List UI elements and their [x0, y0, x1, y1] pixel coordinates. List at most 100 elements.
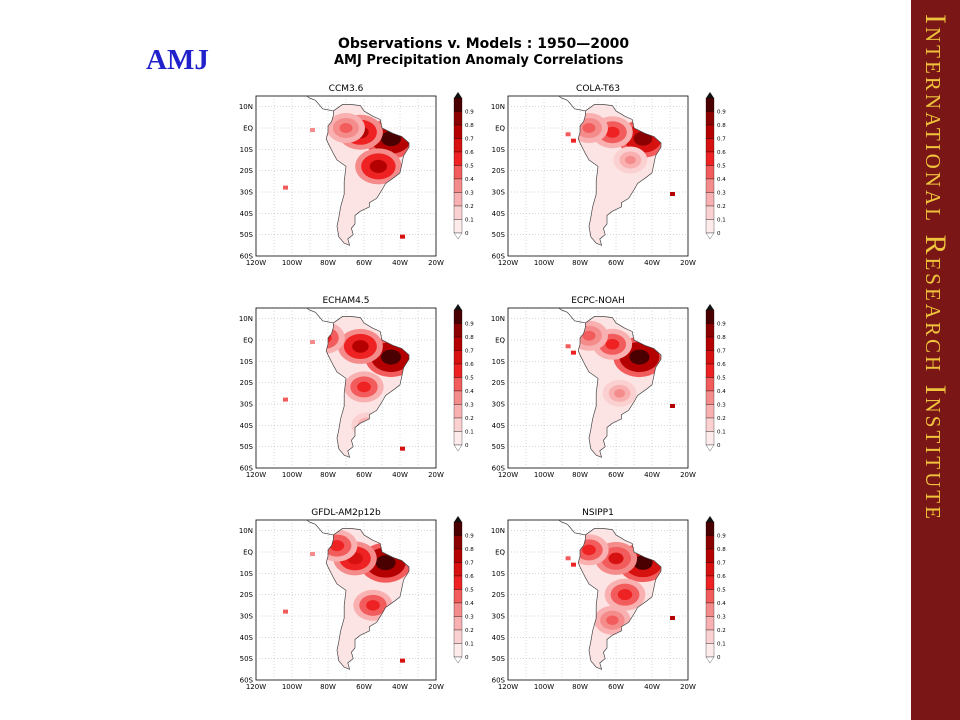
colorbar-swatch — [453, 151, 463, 166]
lat-tick-label: 50S — [240, 655, 254, 663]
coastline — [558, 307, 586, 324]
colorbar-label: 0.5 — [717, 376, 726, 382]
lat-tick-label: 40S — [240, 422, 254, 430]
colorbar-swatch — [705, 431, 715, 446]
colorbar-label: 0.9 — [465, 322, 474, 328]
colorbar-swatch — [453, 309, 463, 324]
lat-tick-label: 10S — [240, 358, 254, 366]
colorbar-swatch — [705, 535, 715, 550]
colorbar-label: 0.7 — [717, 137, 726, 143]
colorbar-swatch — [453, 323, 463, 338]
colorbar-label: 0 — [717, 655, 721, 661]
lon-tick-label: 40W — [392, 259, 408, 267]
correlation-blob — [582, 330, 596, 341]
lat-tick-label: 40S — [492, 634, 506, 642]
colorbar-label: 0.2 — [465, 416, 474, 422]
coastline — [558, 519, 586, 536]
lat-tick-label: 10N — [491, 527, 505, 535]
lon-tick-label: 60W — [608, 471, 624, 479]
colorbar-swatch — [705, 97, 715, 112]
lon-tick-label: 100W — [534, 683, 554, 691]
colorbar-label: 0.8 — [465, 123, 474, 129]
ocean-cell — [310, 128, 315, 132]
lon-tick-label: 40W — [392, 471, 408, 479]
colorbar-label: 0.3 — [717, 191, 726, 197]
lat-tick-label: 50S — [492, 231, 506, 239]
colorbar-swatch — [705, 548, 715, 563]
coastline — [325, 104, 410, 246]
colorbar-label: 0.4 — [717, 177, 726, 183]
colorbar-swatch — [453, 562, 463, 577]
coastline — [306, 307, 334, 324]
colorbar-swatch — [705, 124, 715, 139]
colorbar-swatch — [705, 165, 715, 180]
colorbar-label: 0.2 — [465, 204, 474, 210]
colorbar-label: 0.5 — [465, 164, 474, 170]
lat-tick-label: 40S — [492, 210, 506, 218]
colorbar-swatch — [705, 629, 715, 644]
colorbar-swatch — [453, 336, 463, 351]
lat-tick-label: 20S — [240, 591, 254, 599]
coastline — [577, 316, 662, 458]
colorbar-label: 0.3 — [465, 403, 474, 409]
lon-tick-label: 120W — [498, 259, 518, 267]
colorbar-swatch — [453, 178, 463, 193]
colorbar-label: 0 — [465, 231, 469, 237]
colorbar-swatch — [705, 616, 715, 631]
lat-tick-label: 40S — [240, 210, 254, 218]
lon-tick-label: 120W — [498, 471, 518, 479]
correlation-blob — [582, 544, 596, 556]
lat-tick-label: 10N — [491, 315, 505, 323]
colorbar-label: 0.5 — [465, 376, 474, 382]
ocean-cell — [283, 185, 288, 190]
correlation-blob — [381, 349, 401, 365]
colorbar-swatch — [453, 111, 463, 126]
colorbar-cap — [453, 444, 463, 452]
colorbar-label: 0.1 — [465, 642, 474, 648]
coastline — [577, 528, 662, 670]
panel-title: ECPC-NOAH — [571, 296, 625, 306]
ocean-cell — [670, 404, 675, 408]
colorbar-label: 0 — [465, 655, 469, 661]
colorbar-label: 0.2 — [465, 628, 474, 634]
colorbar-label: 0.1 — [717, 430, 726, 436]
ocean-cell — [670, 192, 675, 196]
colorbar-label: 0.5 — [465, 588, 474, 594]
lat-tick-label: 60S — [492, 465, 506, 473]
lat-tick-label: EQ — [495, 337, 505, 345]
colorbar-swatch — [453, 521, 463, 536]
lat-tick-label: 20S — [492, 591, 506, 599]
colorbar-swatch — [453, 205, 463, 220]
colorbar-swatch — [453, 138, 463, 153]
lat-tick-label: 30S — [492, 189, 506, 197]
lat-tick-label: 10S — [240, 146, 254, 154]
panel-title: CCM3.6 — [329, 84, 364, 94]
colorbar-swatch — [705, 575, 715, 590]
colorbar-swatch — [453, 192, 463, 207]
lat-tick-label: 60S — [240, 465, 254, 473]
colorbar-label: 0 — [717, 443, 721, 449]
colorbar-cap — [706, 516, 714, 522]
ocean-cell — [670, 616, 675, 620]
lat-tick-label: EQ — [495, 549, 505, 557]
colorbar-label: 0.4 — [465, 601, 474, 607]
institute-name: International Research Institute — [919, 14, 952, 522]
lat-tick-label: 30S — [240, 401, 254, 409]
colorbar-label: 0.1 — [717, 218, 726, 224]
ocean-cell — [400, 446, 405, 451]
side-banner: International Research Institute — [911, 0, 960, 720]
colorbar-cap — [705, 232, 715, 240]
lon-tick-label: 60W — [356, 259, 372, 267]
colorbar-swatch — [453, 548, 463, 563]
lon-tick-label: 100W — [534, 259, 554, 267]
ocean-cell — [571, 562, 576, 567]
lon-tick-label: 20W — [680, 259, 696, 267]
colorbar-cap — [454, 516, 462, 522]
colorbar-cap — [705, 656, 715, 664]
colorbar-label: 0.2 — [717, 416, 726, 422]
